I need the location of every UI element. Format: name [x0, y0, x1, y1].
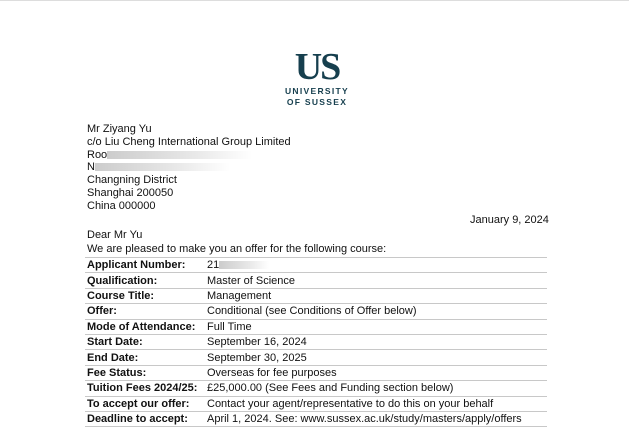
row-value-text: Conditional (see Conditions of Offer bel…	[207, 305, 417, 318]
offer-details-table: Applicant Number: 21 Qualification: Master …	[85, 256, 547, 428]
row-label: End Date:	[85, 349, 205, 366]
row-value-text: Overseas for fee purposes	[207, 366, 337, 379]
logo-mark: US	[294, 46, 342, 88]
row-value: Overseas for fee purposes	[205, 364, 547, 382]
row-value-text: April 1, 2024. See: www.sussex.ac.uk/stu…	[207, 413, 522, 426]
row-label: Offer:	[85, 303, 205, 320]
address-line-4: Changning District	[87, 174, 177, 187]
table-row: End Date: September 30, 2025	[85, 349, 547, 366]
row-value: 21	[205, 256, 547, 274]
row-value: September 30, 2025	[205, 349, 547, 366]
row-value: Management	[205, 287, 547, 305]
row-value: April 1, 2024. See: www.sussex.ac.uk/stu…	[205, 410, 547, 428]
table-row: Fee Status: Overseas for fee purposes	[85, 364, 547, 382]
redaction	[219, 261, 270, 270]
table-row: Start Date: September 16, 2024	[85, 333, 547, 351]
table-row: To accept our offer: Contact your agent/r…	[85, 395, 547, 412]
row-value-text: Master of Science	[207, 274, 296, 287]
address-line-5: Shanghai 200050	[87, 186, 174, 199]
row-label: Deadline to accept:	[85, 410, 205, 428]
row-label: Tuition Fees 2024/25:	[85, 380, 205, 397]
row-label: Course Title:	[85, 287, 205, 305]
intro-text: We are pleased to make you an offer for …	[87, 243, 387, 255]
row-value: Contact your agent/representative to do …	[205, 395, 547, 412]
recipient-address: Mr Ziyang Yu c/o Liu Cheng International…	[87, 123, 291, 213]
recipient-name: Mr Ziyang Yu	[87, 123, 152, 135]
row-label: Applicant Number:	[85, 256, 205, 274]
row-value-text: Management	[207, 289, 272, 302]
row-value: Master of Science	[205, 272, 547, 289]
row-value: Conditional (see Conditions of Offer bel…	[205, 303, 547, 320]
page-edge	[0, 0, 629, 1]
address-line-3-text: N	[87, 161, 95, 174]
table-row: Deadline to accept: April 1, 2024. See: w…	[85, 410, 547, 428]
logo-line-2: OF SUSSEX	[286, 97, 348, 107]
row-value: September 16, 2024	[205, 333, 547, 351]
table-row: Qualification: Master of Science	[85, 272, 547, 289]
row-label: Qualification:	[85, 272, 205, 289]
row-label: Start Date:	[85, 333, 205, 351]
address-line-3: N	[87, 161, 291, 174]
address-line-1: c/o Liu Cheng International Group Limite…	[87, 135, 291, 148]
row-value: £25,000.00 (See Fees and Funding section…	[205, 380, 547, 397]
table-row: Course Title: Management	[85, 287, 547, 305]
row-label: Fee Status:	[85, 364, 205, 382]
logo-line-1: UNIVERSITY	[284, 86, 349, 96]
letter-date: January 9, 2024	[470, 214, 549, 226]
address-line-6: China 000000	[87, 199, 156, 212]
university-logo: US UNIVERSITY OF SUSSEX	[270, 48, 364, 108]
table-row: Applicant Number: 21	[85, 256, 547, 274]
row-label: Mode of Attendance:	[85, 318, 205, 335]
row-value-text: September 30, 2025	[207, 351, 307, 364]
row-value-text: Full Time	[207, 320, 252, 333]
row-value-text: 21	[207, 259, 220, 272]
row-label: To accept our offer:	[85, 395, 205, 412]
redaction	[107, 150, 253, 159]
greeting: Dear Mr Yu We are pleased to make you an…	[87, 228, 386, 256]
redaction	[94, 163, 230, 172]
table-row: Mode of Attendance: Full Time	[85, 318, 547, 335]
table-row: Offer: Conditional (see Conditions of Off…	[85, 303, 547, 320]
row-value-text: £25,000.00 (See Fees and Funding section…	[207, 382, 454, 395]
row-value-text: Contact your agent/representative to do …	[207, 397, 494, 410]
row-value: Full Time	[205, 318, 547, 335]
row-value-text: September 16, 2024	[207, 336, 307, 349]
table-row: Tuition Fees 2024/25: £25,000.00 (See Fee…	[85, 380, 547, 397]
address-line-2-text: Roo	[87, 148, 108, 161]
salutation: Dear Mr Yu	[87, 229, 143, 241]
address-line-2: Roo	[87, 149, 291, 162]
